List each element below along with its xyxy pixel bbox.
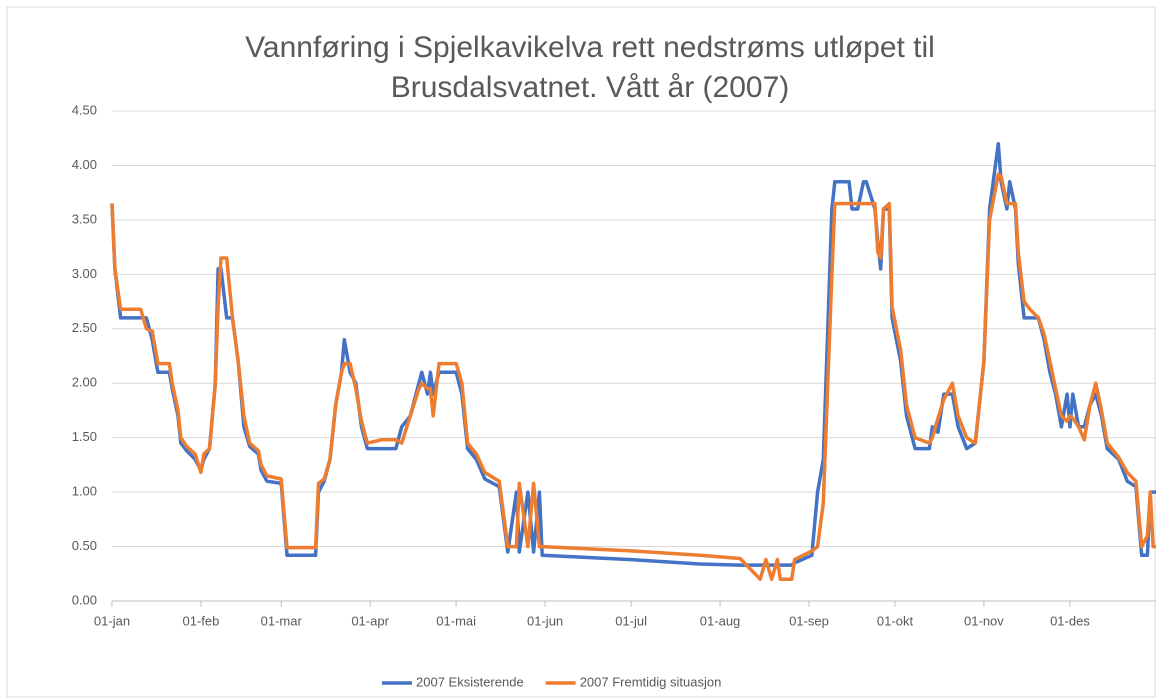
series-line	[110, 172, 1156, 581]
y-tick-label: 2.00	[72, 375, 97, 390]
legend-label: 2007 Eksisterende	[416, 674, 524, 689]
x-tick-label: 01-nov	[964, 613, 1004, 628]
y-tick-label: 1.00	[72, 484, 97, 499]
y-tick-label: 2.50	[72, 320, 97, 335]
legend-label: 2007 Fremtidig situasjon	[580, 674, 722, 689]
x-tick-label: 01-mar	[261, 613, 303, 628]
chart-frame	[6, 6, 1156, 698]
y-tick-label: 4.50	[72, 102, 97, 117]
y-tick-label: 1.50	[72, 429, 97, 444]
x-tick-label: 01-okt	[877, 613, 914, 628]
x-tick-label: 01-feb	[182, 613, 219, 628]
x-tick-label: 01-sep	[789, 613, 829, 628]
x-tick-label: 01-jan	[94, 613, 130, 628]
x-tick-label: 01-aug	[700, 613, 740, 628]
x-tick-label: 01-jun	[527, 613, 563, 628]
x-tick-label: 01-mai	[436, 613, 476, 628]
y-tick-label: 0.50	[72, 538, 97, 553]
x-tick-label: 01-apr	[351, 613, 389, 628]
y-tick-label: 0.00	[72, 592, 97, 607]
y-tick-label: 3.50	[72, 211, 97, 226]
x-tick-label: 01-des	[1050, 613, 1090, 628]
y-tick-label: 4.00	[72, 157, 97, 172]
x-tick-label: 01-jul	[615, 613, 647, 628]
y-tick-label: 3.00	[72, 266, 97, 281]
chart-title: Vannføring i Spjelkavikelva rett nedstrø…	[245, 31, 935, 104]
